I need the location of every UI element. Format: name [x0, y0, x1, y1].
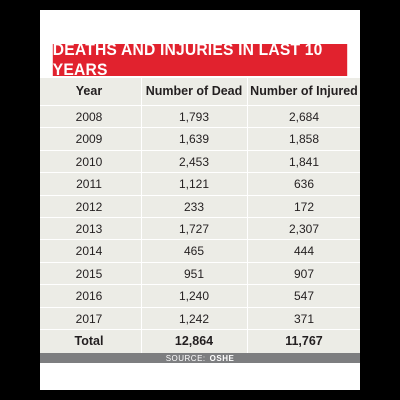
injured-cell: 444	[293, 244, 315, 259]
total-dead: 12,864	[174, 334, 214, 348]
data-table: Year Number of Dead Number of Injured 20…	[40, 78, 360, 353]
row-separator	[40, 306, 360, 308]
dead-cell: 1,727	[178, 222, 210, 236]
injured-cell: 1,841	[288, 154, 320, 169]
year-cell: 2013	[75, 222, 103, 236]
injured-cell: 636	[293, 177, 315, 192]
year-cell: 2010	[75, 154, 103, 169]
table-row: 2010 2,453 1,841	[40, 151, 360, 173]
dead-cell: 233	[183, 199, 205, 214]
table-total-row: Total 12,864 11,767	[40, 330, 360, 352]
year-cell: 2014	[75, 244, 103, 259]
source-bar: SOURCE: OSHE	[40, 353, 360, 363]
dead-cell: 1,240	[178, 289, 210, 304]
injured-cell: 2,684	[288, 110, 320, 124]
row-separator	[40, 284, 360, 286]
dead-cell: 2,453	[178, 154, 210, 169]
injured-cell: 172	[293, 199, 315, 214]
row-separator	[40, 329, 360, 330]
header-dead: Number of Dead	[145, 84, 243, 98]
total-label: Total	[74, 334, 104, 348]
table-row: 2013 1,727 2,307	[40, 218, 360, 240]
table-row: 2011 1,121 636	[40, 173, 360, 195]
year-cell: 2008	[75, 110, 103, 124]
injured-cell: 907	[293, 266, 315, 281]
header-injured: Number of Injured	[250, 84, 358, 98]
infographic-card: DEATHS AND INJURIES IN LAST 10 YEARS Yea…	[40, 10, 360, 390]
year-cell: 2017	[75, 311, 103, 326]
year-cell: 2011	[76, 177, 102, 192]
source-label: SOURCE:	[165, 353, 206, 363]
row-separator	[40, 105, 360, 106]
row-separator	[40, 149, 360, 151]
total-injured: 11,767	[285, 334, 323, 348]
dead-cell: 1,639	[178, 132, 210, 147]
table-row: 2009 1,639 1,858	[40, 128, 360, 150]
table-row: 2016 1,240 547	[40, 285, 360, 307]
injured-cell: 2,307	[288, 222, 320, 236]
row-separator	[40, 194, 360, 196]
row-separator	[40, 217, 360, 218]
year-cell: 2012	[75, 199, 103, 214]
table-row: 2017 1,242 371	[40, 308, 360, 330]
dead-cell: 465	[183, 244, 205, 259]
table-row: 2015 951 907	[40, 263, 360, 285]
injured-cell: 547	[293, 289, 315, 304]
dead-cell: 1,793	[178, 110, 210, 124]
injured-cell: 1,858	[288, 132, 320, 147]
dead-cell: 951	[183, 266, 205, 281]
dead-cell: 1,242	[178, 311, 210, 326]
row-separator	[40, 239, 360, 241]
year-cell: 2016	[75, 289, 103, 304]
table-row: 2008 1,793 2,684	[40, 106, 360, 128]
table-header-row: Year Number of Dead Number of Injured	[40, 80, 360, 102]
row-separator	[40, 127, 360, 129]
table-row: 2014 465 444	[40, 240, 360, 262]
row-separator	[40, 172, 360, 174]
chart-title: DEATHS AND INJURIES IN LAST 10 YEARS	[52, 40, 348, 79]
dead-cell: 1,121	[178, 177, 210, 192]
injured-cell: 371	[293, 311, 315, 326]
header-year: Year	[75, 84, 103, 98]
column-divider	[247, 78, 248, 353]
source-name: OSHE	[209, 353, 235, 363]
table-row: 2012 233 172	[40, 196, 360, 218]
year-cell: 2009	[75, 132, 103, 147]
row-separator	[40, 261, 360, 263]
year-cell: 2015	[75, 266, 103, 281]
column-divider	[141, 78, 142, 353]
